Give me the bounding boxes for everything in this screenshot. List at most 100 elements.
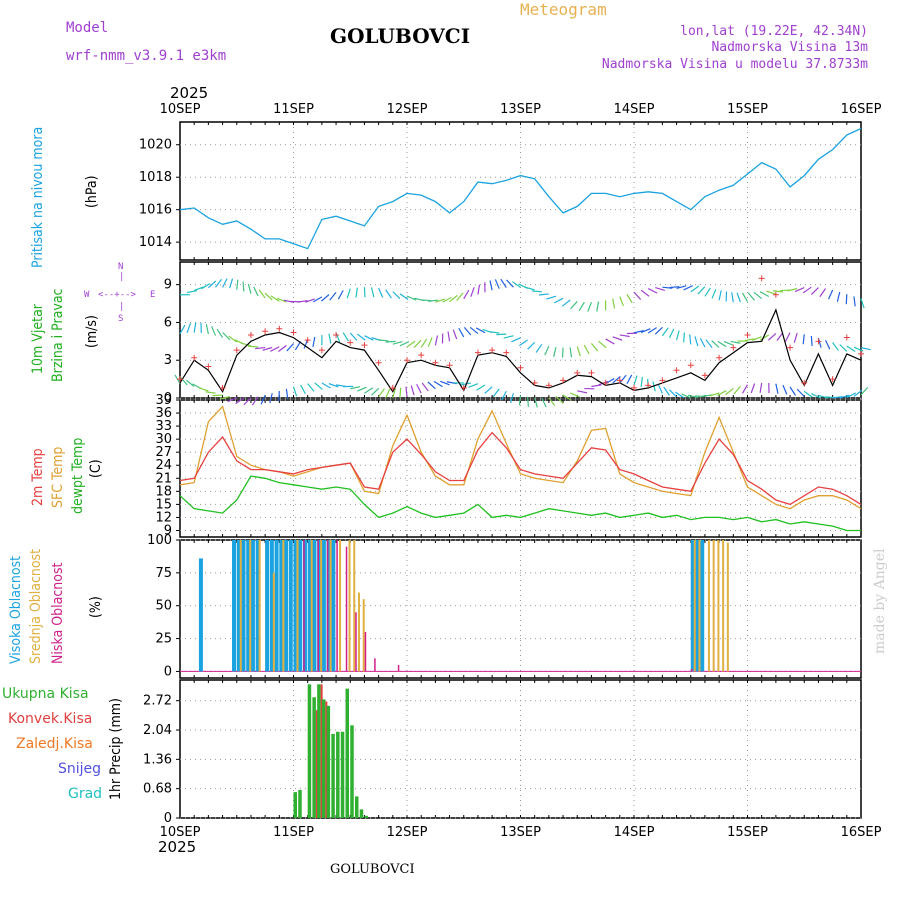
wind-arrow — [399, 293, 409, 300]
wind-gust-marker — [801, 379, 808, 386]
lonlat-label: lon,lat (19.22E, 42.34N) — [680, 24, 868, 39]
wind-arrow — [633, 375, 638, 386]
wind-arrow — [312, 336, 316, 347]
y-tick-label: 1.36 — [143, 752, 172, 767]
precip-total-bar — [364, 815, 368, 818]
wind-arrow — [853, 389, 863, 397]
compass-s: S — [118, 314, 124, 324]
precip-total-bar — [354, 796, 359, 818]
wind-arrow — [186, 290, 198, 294]
wind-arrow — [511, 337, 521, 343]
precip-conv-bar — [315, 710, 318, 818]
wind-speed-line — [179, 308, 862, 393]
wind-arrow — [853, 296, 856, 307]
wind-arrow — [741, 292, 749, 302]
wind-arrow — [463, 327, 472, 336]
wind-arrow — [669, 286, 680, 289]
wind-arrow — [675, 391, 684, 399]
wind-arrow — [222, 332, 231, 341]
high_cloud-bar — [326, 540, 331, 672]
wind-arrow — [449, 294, 458, 303]
compass-w: W — [84, 290, 90, 300]
wind-arrow — [561, 299, 571, 307]
wind-arrow — [633, 291, 642, 300]
wind-arrow — [759, 291, 770, 298]
pressure-line — [179, 127, 862, 250]
wind-gust-marker — [347, 339, 354, 346]
wind-arrow — [640, 376, 643, 387]
high_cloud-bar — [241, 540, 246, 672]
wind-arrow — [733, 385, 741, 395]
wind-arrow — [278, 391, 280, 402]
wind-arrow — [819, 288, 827, 298]
legend-hail: Grad — [68, 786, 103, 802]
wind-arrow — [789, 386, 797, 396]
wind-arrow — [475, 327, 486, 334]
wind-arrow — [193, 322, 197, 333]
top-day-label: 15SEP — [727, 102, 768, 117]
precip-total-bar — [340, 731, 345, 818]
wind-arrow — [570, 301, 578, 310]
wind-arrow — [694, 336, 699, 347]
wind-arrow — [227, 397, 237, 403]
wind-arrow — [544, 345, 550, 356]
wind-arrow — [766, 290, 777, 295]
wind-arrow — [793, 332, 798, 343]
wind-arrow — [420, 338, 428, 348]
wind-arrow — [496, 333, 507, 336]
wind-arrow — [355, 287, 358, 298]
wind-arrow — [371, 387, 380, 396]
y-tick-label: 0 — [164, 391, 172, 406]
wind-arrow — [314, 382, 323, 390]
wind-arrow — [619, 296, 624, 307]
wind-arrow — [612, 336, 623, 341]
wind-arrow — [824, 340, 831, 350]
wind-arrow — [278, 344, 287, 352]
wind-arrow — [546, 295, 557, 300]
wind-arrow — [406, 340, 416, 348]
wind-arrow — [211, 326, 217, 336]
top-day-label: 12SEP — [387, 102, 428, 117]
wind-gust-marker — [843, 334, 850, 341]
wind-arrow — [463, 289, 470, 300]
wind-arrow — [255, 346, 266, 350]
mid_cloud-bar — [717, 540, 720, 672]
low_cloud-bar — [397, 664, 400, 672]
low_cloud-bar — [345, 546, 348, 672]
wind-arrow — [349, 332, 358, 341]
wind-arrow — [541, 397, 547, 408]
y-tick-label: 21 — [155, 471, 172, 486]
wind-arrow — [519, 339, 528, 347]
wind-arrow — [784, 332, 791, 342]
wind-arrow — [697, 286, 706, 295]
wind-arrow — [421, 382, 429, 392]
bottom-day-label: 14SEP — [614, 825, 655, 840]
low_cloud-bar — [364, 632, 367, 672]
wind-arrow — [305, 298, 315, 303]
wind-arrow — [590, 342, 599, 352]
wind-arrow — [578, 301, 585, 312]
mid_cloud-bar — [249, 540, 252, 672]
wind-arrow — [612, 298, 616, 309]
wind-gust-marker — [616, 377, 623, 384]
wind-arrow — [689, 334, 692, 345]
wind-arrow — [477, 284, 481, 295]
bottom-year: 2025 — [158, 838, 197, 856]
y-tick-label: 2.04 — [143, 723, 172, 738]
top-day-label: 13SEP — [500, 102, 541, 117]
wind-gust-marker — [772, 291, 779, 298]
wind-arrow — [207, 280, 217, 289]
wind-arrow — [811, 393, 821, 399]
wind-arrow — [385, 340, 396, 343]
y-tick-label: 12 — [155, 510, 172, 525]
wind-gust-marker — [787, 344, 794, 351]
mid_cloud-bar — [310, 540, 313, 672]
wind-arrow — [435, 298, 446, 303]
low_cloud-bar — [317, 540, 319, 672]
wind-arrow — [750, 383, 756, 394]
high_cloud-bar — [298, 540, 303, 672]
precip-total-bar — [317, 684, 321, 818]
wind-arrow — [741, 384, 749, 394]
wind-arrow — [683, 285, 693, 291]
elevation-label: Nadmorska Visina 13m — [711, 40, 868, 55]
